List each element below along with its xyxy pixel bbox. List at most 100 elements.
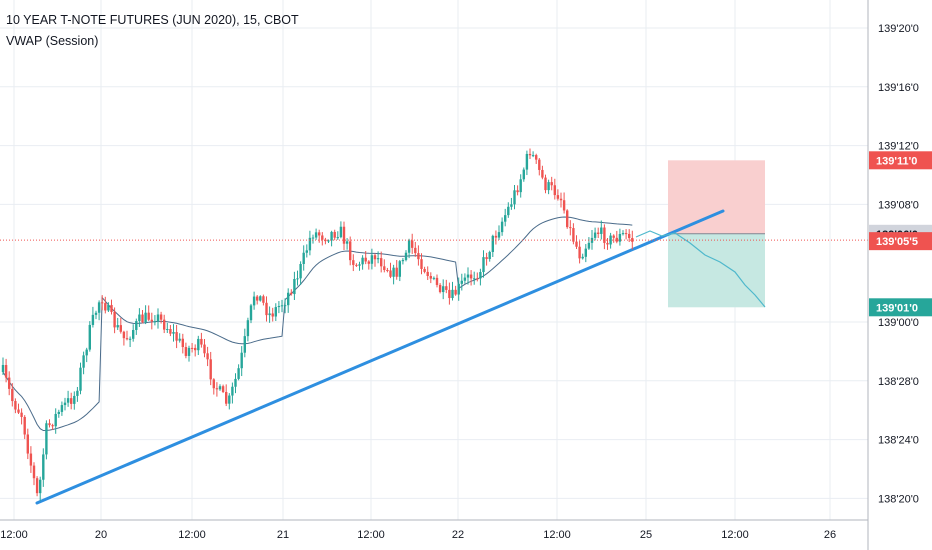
candle: [429, 272, 432, 284]
candle: [156, 308, 160, 329]
candle-body: [169, 329, 172, 334]
candle-body: [156, 314, 160, 322]
candle: [615, 230, 618, 244]
candle: [522, 167, 525, 182]
candle-body: [429, 276, 432, 279]
candle: [231, 382, 234, 404]
candle-body: [287, 292, 290, 306]
y-tick-label: 138'24'0: [878, 435, 919, 447]
candle-body: [553, 185, 556, 196]
candle: [454, 285, 457, 296]
candle: [166, 322, 169, 333]
candle: [479, 268, 482, 286]
candle-body: [423, 268, 426, 272]
candle: [228, 393, 231, 410]
candle-body: [175, 332, 178, 341]
candle: [460, 273, 463, 291]
candle-body: [228, 395, 231, 404]
vwap-path: [2, 216, 633, 432]
candle: [510, 197, 513, 210]
candle-body: [221, 386, 225, 392]
candle: [473, 271, 476, 285]
candle-body: [94, 312, 98, 315]
candle-body: [618, 233, 622, 242]
candle: [122, 330, 126, 346]
candle: [110, 299, 113, 315]
candles: [1, 148, 634, 501]
candle-body: [386, 270, 389, 272]
candle-body: [209, 359, 212, 380]
candle: [389, 262, 392, 279]
candle: [507, 202, 510, 218]
candle: [153, 315, 157, 326]
candle: [175, 324, 178, 349]
candle-body: [280, 305, 284, 307]
candle-body: [448, 289, 451, 299]
x-tick-label: 20: [95, 529, 107, 541]
candle: [336, 231, 339, 240]
candle: [404, 250, 408, 262]
candle: [476, 272, 479, 282]
candle: [494, 230, 498, 245]
candle: [345, 238, 349, 250]
candle: [624, 229, 628, 240]
candle: [352, 254, 355, 272]
candle: [380, 251, 383, 273]
candle-body: [45, 423, 48, 455]
candle-body: [51, 425, 54, 427]
candle: [318, 229, 321, 243]
candle: [370, 248, 374, 270]
candle-body: [544, 177, 547, 191]
candle-body: [163, 319, 166, 330]
candle: [252, 291, 256, 310]
candle: [376, 251, 380, 264]
candle: [82, 351, 85, 375]
candle-body: [116, 325, 119, 328]
candle-body: [510, 204, 513, 207]
candle: [466, 267, 470, 285]
candle-body: [252, 296, 256, 306]
candle-body: [42, 454, 45, 480]
candle-body: [572, 228, 575, 242]
candle-body: [414, 247, 417, 254]
candle: [593, 227, 597, 241]
candle: [104, 296, 107, 314]
candle-body: [345, 241, 349, 244]
candle: [342, 221, 346, 250]
candle: [575, 235, 578, 250]
candle-body: [107, 304, 110, 311]
candle: [541, 165, 544, 180]
candle: [485, 252, 488, 266]
candle: [531, 151, 535, 158]
candle-body: [445, 286, 448, 290]
candle-body: [513, 190, 516, 205]
chart-title: 10 YEAR T-NOTE FUTURES (JUN 2020), 15, C…: [6, 13, 299, 27]
candle: [504, 208, 507, 227]
candle-body: [404, 252, 408, 261]
candle: [324, 237, 327, 245]
candle: [172, 324, 175, 342]
candle: [299, 261, 302, 285]
candle: [572, 223, 575, 245]
candle-body: [621, 233, 625, 235]
indicator-label[interactable]: VWAP (Session): [6, 34, 99, 48]
candle: [280, 299, 284, 313]
candle-body: [128, 338, 132, 340]
candle-body: [249, 305, 253, 321]
trendline[interactable]: [35, 209, 725, 505]
candle: [256, 295, 259, 305]
take-profit-zone: [668, 233, 765, 308]
candle-body: [305, 250, 308, 253]
candle-body: [370, 255, 374, 264]
candle-body: [150, 319, 153, 322]
candle-body: [482, 257, 485, 273]
candle-body: [101, 302, 104, 304]
candle-body: [141, 314, 144, 323]
candle-body: [451, 289, 454, 299]
candle: [125, 330, 129, 341]
candle-body: [57, 411, 60, 414]
candle-body: [206, 353, 209, 360]
candle-body: [528, 153, 532, 156]
candle-body: [488, 251, 491, 260]
